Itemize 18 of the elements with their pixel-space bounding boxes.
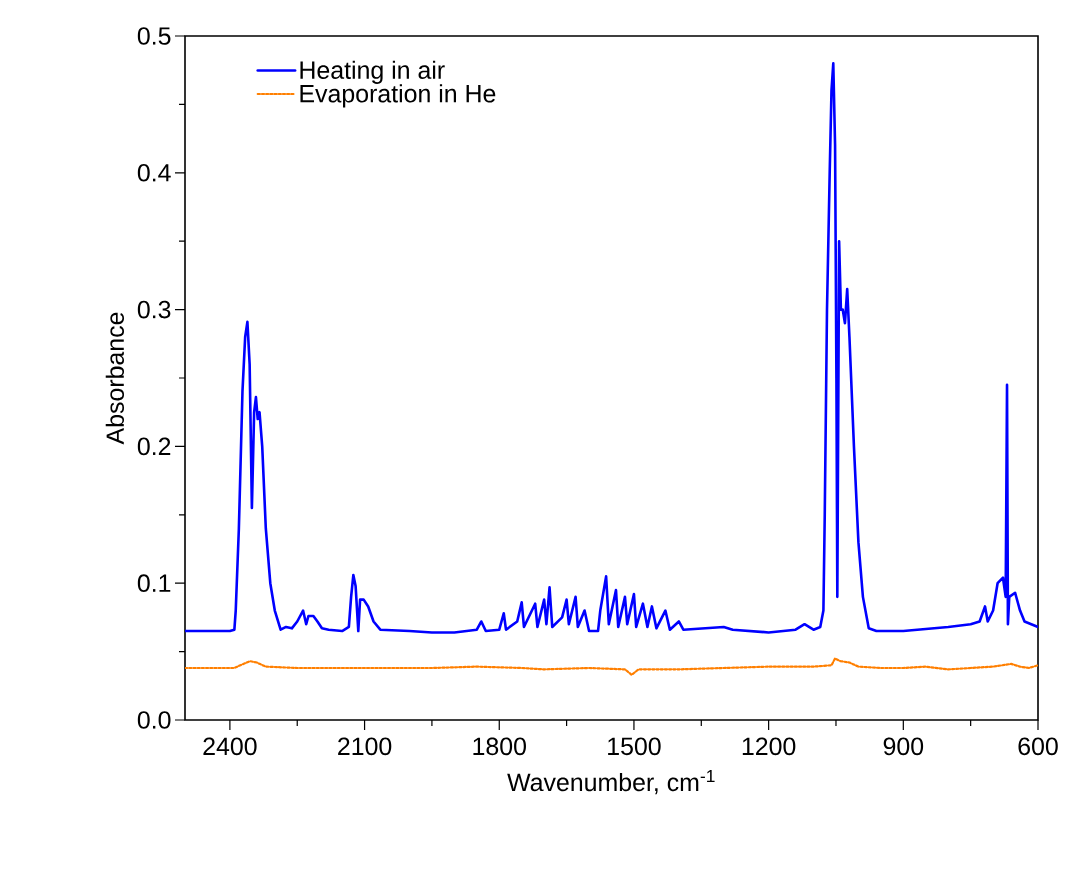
line-series [185, 62, 1038, 634]
x-tick-label: 1800 [473, 737, 526, 756]
x-tick-label: 2100 [338, 737, 392, 756]
y-tick-label: 0.0 [137, 711, 171, 729]
x-tick-label: 600 [1018, 737, 1058, 756]
y-tick-label: 0.1 [137, 574, 171, 593]
y-axis-title: Absorbance [105, 312, 125, 445]
y-tick-label: 0.3 [137, 300, 171, 319]
legend-label: Evaporation in He [300, 84, 496, 108]
y-tick-label: 0.5 [137, 27, 171, 45]
x-tick-label: 900 [883, 737, 924, 756]
x-tick-label: 2400 [203, 737, 257, 756]
y-tick-label: 0.2 [137, 437, 171, 456]
x-axis-title: Wavenumber, cm$^{-1}$ [507, 769, 715, 795]
x-tick-label: 1200 [742, 737, 796, 756]
legend-label: Heating in air [300, 60, 445, 84]
x-tick-label: 1500 [608, 737, 661, 756]
y-tick-label: 0.4 [137, 163, 171, 182]
